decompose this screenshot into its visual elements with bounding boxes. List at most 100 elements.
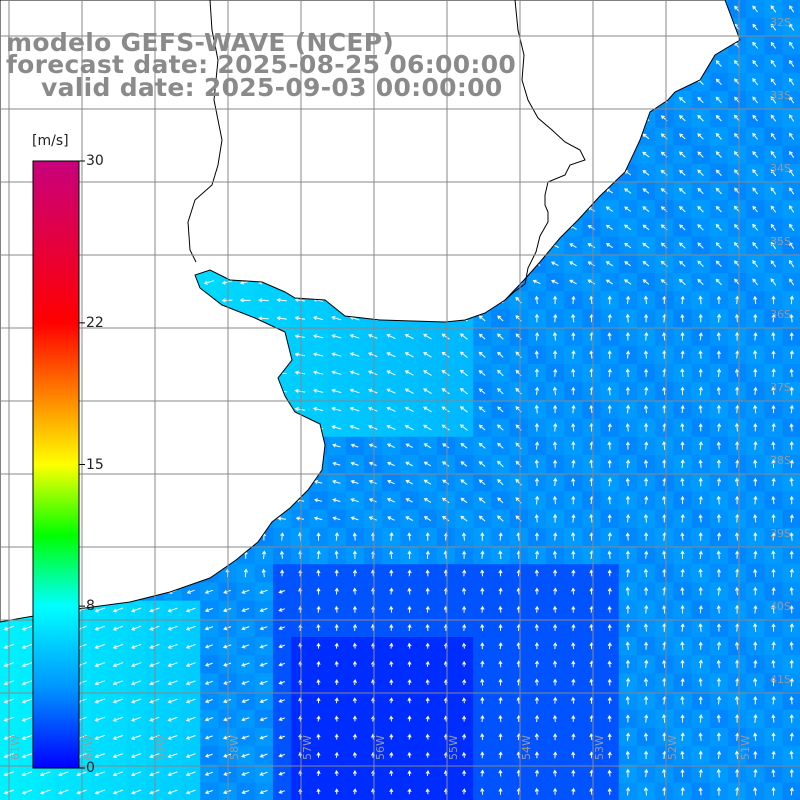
wind-arrow (425, 550, 430, 559)
wind-arrow (625, 331, 630, 341)
wind-arrow (423, 352, 432, 358)
wind-arrow (185, 662, 196, 667)
wind-arrow (753, 386, 758, 395)
wind-arrow (716, 495, 721, 505)
lon-label: 58W (228, 735, 241, 760)
wind-arrow (716, 332, 721, 341)
wind-arrow (276, 316, 287, 321)
wind-arrow (407, 569, 412, 577)
wind-arrow (39, 771, 51, 777)
wind-arrow (571, 477, 576, 486)
wind-arrow (607, 623, 612, 631)
wind-arrow (425, 770, 430, 777)
wind-arrow (607, 751, 612, 759)
wind-arrow (334, 715, 339, 722)
wind-arrow (550, 261, 559, 267)
wind-arrow (278, 771, 286, 776)
wind-arrow (167, 644, 178, 649)
wind-arrow (352, 660, 357, 667)
wind-arrow (404, 370, 414, 376)
wind-arrow (241, 608, 250, 613)
wind-arrow (294, 370, 306, 375)
wind-arrow (185, 680, 196, 686)
wind-arrow (605, 261, 614, 267)
wind-arrow (368, 479, 377, 485)
wind-arrow (185, 771, 196, 777)
wind-arrow (204, 607, 213, 613)
wind-arrow (607, 587, 612, 595)
wind-arrow (662, 622, 667, 632)
wind-arrow (553, 513, 558, 523)
wind-arrow (404, 352, 414, 358)
wind-arrow (441, 424, 450, 431)
wind-arrow (697, 260, 704, 267)
wind-arrow (625, 750, 630, 760)
wind-arrow (753, 605, 758, 614)
wind-arrow (553, 404, 558, 414)
wind-arrow (789, 150, 795, 158)
wind-arrow (642, 279, 650, 285)
wind-arrow (771, 641, 776, 651)
lat-label: 37S (770, 381, 791, 394)
wind-arrow (334, 733, 339, 740)
wind-arrow (626, 787, 631, 796)
wind-arrow (716, 513, 721, 523)
wind-arrow (624, 261, 632, 267)
wind-arrow (294, 316, 306, 321)
wind-arrow (642, 242, 650, 249)
colorbar-tick: 0 (86, 760, 95, 776)
wind-arrow (662, 459, 667, 468)
wind-arrow (607, 696, 612, 704)
wind-arrow (715, 223, 722, 231)
lon-label: 56W (374, 735, 387, 760)
wind-arrow (789, 696, 794, 705)
wind-arrow (771, 623, 776, 632)
wind-arrow (607, 295, 612, 305)
wind-arrow (387, 479, 395, 485)
wind-arrow (352, 623, 358, 631)
wind-arrow (386, 424, 396, 431)
wind-arrow (58, 771, 69, 777)
wind-arrow (21, 662, 33, 668)
wind-arrow (389, 587, 394, 595)
wind-arrow (734, 695, 740, 705)
interior-boundaries (187, 0, 586, 301)
wind-arrow (680, 532, 685, 541)
wind-arrow (534, 696, 539, 704)
wind-arrow (278, 717, 286, 721)
wind-arrow (498, 605, 503, 613)
wind-arrow (716, 404, 721, 414)
wind-arrow (204, 644, 213, 649)
wind-arrow (389, 623, 394, 631)
wind-arrow (534, 714, 540, 722)
wind-arrow (389, 733, 394, 740)
wind-arrow (334, 569, 339, 577)
wind-arrow (789, 495, 794, 505)
wind-arrow (678, 187, 686, 195)
wind-arrow (625, 441, 630, 450)
wind-arrow (735, 441, 740, 450)
wind-arrow (498, 532, 503, 541)
wind-arrow (716, 459, 721, 468)
wind-arrow (497, 369, 504, 377)
wind-arrow (21, 789, 33, 795)
wind-arrow (698, 368, 703, 377)
wind-arrow (679, 224, 686, 231)
lon-label: 57W (301, 735, 314, 760)
wind-arrow (278, 607, 286, 612)
wind-arrow (698, 641, 703, 650)
wind-arrow (316, 679, 321, 686)
wind-arrow (534, 404, 539, 414)
wind-arrow (441, 370, 450, 377)
wind-arrow (261, 568, 266, 578)
wind-arrow (662, 386, 667, 395)
wind-arrow (425, 679, 430, 686)
wind-arrow (425, 623, 430, 631)
wind-arrow (316, 788, 321, 795)
wind-arrow (589, 404, 594, 414)
wind-arrow (734, 422, 740, 432)
wind-arrow (480, 751, 485, 759)
wind-arrow (480, 550, 485, 559)
wind-arrow (367, 388, 378, 394)
wind-arrow (587, 243, 596, 249)
